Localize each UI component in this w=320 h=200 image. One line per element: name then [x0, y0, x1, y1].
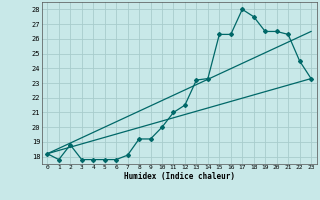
X-axis label: Humidex (Indice chaleur): Humidex (Indice chaleur) [124, 172, 235, 181]
